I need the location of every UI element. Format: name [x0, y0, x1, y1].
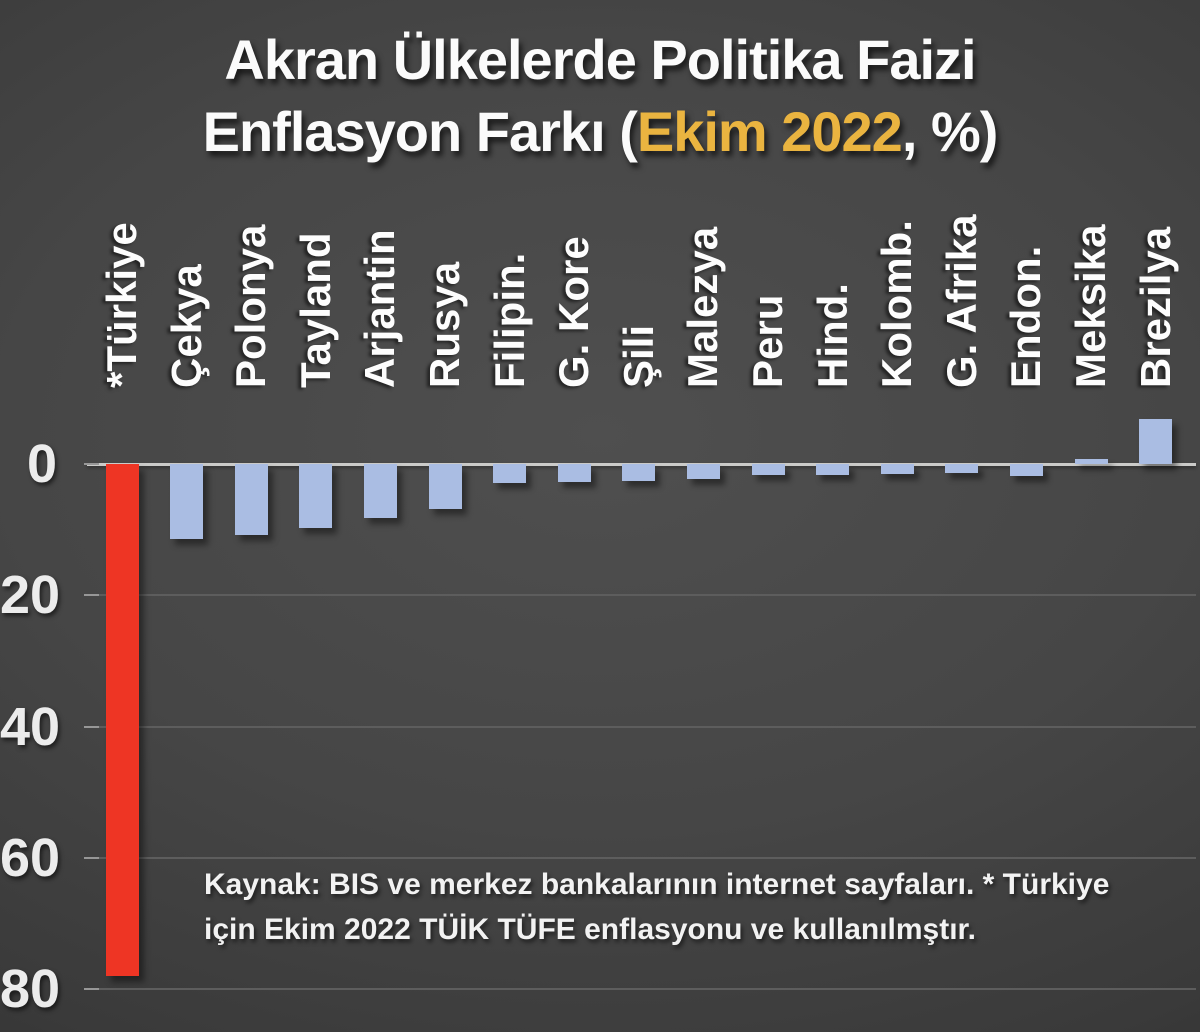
x-axis-label-çekya: Çekya	[162, 264, 210, 388]
y-axis-label-80: 80	[0, 959, 61, 1019]
bar-gkore	[557, 464, 591, 483]
bar-gafrika	[945, 464, 979, 474]
bar-malezya	[686, 464, 720, 480]
x-axis-label-arjantin: Arjantin	[356, 229, 404, 388]
bar-şili	[622, 464, 656, 482]
y-axis-label-0: 0	[26, 434, 57, 494]
x-axis-label-malezya: Malezya	[679, 226, 727, 388]
gridline-20	[99, 594, 1196, 597]
y-axis-tick-40	[84, 725, 99, 728]
y-axis-tick-20	[84, 594, 99, 597]
y-axis-label-60: 60	[0, 827, 61, 888]
x-axis-label-rusya: Rusya	[421, 261, 468, 388]
x-axis-label-filipin: Filipin.	[485, 252, 533, 388]
chart-title-line1: Akran Ülkelerde Politika Faizi	[224, 28, 976, 91]
x-axis-label-peru: Peru	[744, 294, 791, 388]
x-axis-label-şili: Şili	[614, 324, 662, 388]
x-axis-label-kolomb: Kolomb.	[873, 220, 921, 388]
bar-meksika	[1074, 458, 1108, 465]
bar-çekya	[170, 464, 204, 539]
source-note: Kaynak: BIS ve merkez bankalarının inter…	[204, 862, 1164, 952]
bar-peru	[751, 464, 785, 475]
gridline-80	[99, 988, 1196, 990]
chart-title-line2-prefix: Enflasyon Farkı (	[202, 99, 638, 163]
x-axis-label-meksika: Meksika	[1067, 224, 1114, 388]
y-axis-label-20: 20	[0, 565, 61, 626]
bar-türkiye	[105, 464, 139, 976]
x-axis-label-gafrika: G. Afrika	[937, 214, 985, 389]
bar-endon	[1009, 464, 1043, 476]
x-axis-label-gkore: G. Kore	[550, 236, 598, 388]
x-axis-label-endon: Endon.	[1002, 245, 1050, 388]
bar-kolomb	[880, 464, 914, 474]
x-axis-label-hind: Hind.	[808, 283, 856, 388]
bar-tayland	[299, 464, 333, 528]
bar-polonya	[234, 464, 268, 535]
x-axis-label-tayland: Tayland	[291, 232, 339, 388]
bar-arjantin	[363, 464, 397, 518]
y-axis-label-40: 40	[0, 696, 61, 757]
bar-brezilya	[1139, 419, 1173, 464]
y-axis-tick-0	[84, 463, 99, 465]
chart-title-line2-suffix: , %)	[901, 99, 999, 163]
chart-title-date-highlight: Ekim 2022	[636, 99, 903, 163]
x-axis-label-türkiye: *Türkiye	[98, 222, 145, 388]
gridline-40	[99, 725, 1196, 728]
y-axis-tick-80	[84, 988, 99, 990]
chart-title: Akran Ülkelerde Politika Faizi Enflasyon…	[0, 24, 1200, 167]
bar-rusya	[428, 464, 462, 509]
y-axis-tick-60	[84, 856, 99, 859]
bar-filipin	[493, 464, 527, 483]
source-note-line2: için Ekim 2022 TÜİK TÜFE enflasyonu ve k…	[204, 913, 976, 946]
chart-title-line2: Enflasyon Farkı (Ekim 2022, %)	[0, 96, 1200, 168]
gridline-60	[99, 856, 1196, 859]
bar-hind	[816, 464, 850, 475]
source-note-line1: Kaynak: BIS ve merkez bankalarının inter…	[204, 868, 1110, 901]
x-axis-label-brezilya: Brezilya	[1131, 226, 1179, 388]
x-axis-label-polonya: Polonya	[227, 224, 275, 388]
